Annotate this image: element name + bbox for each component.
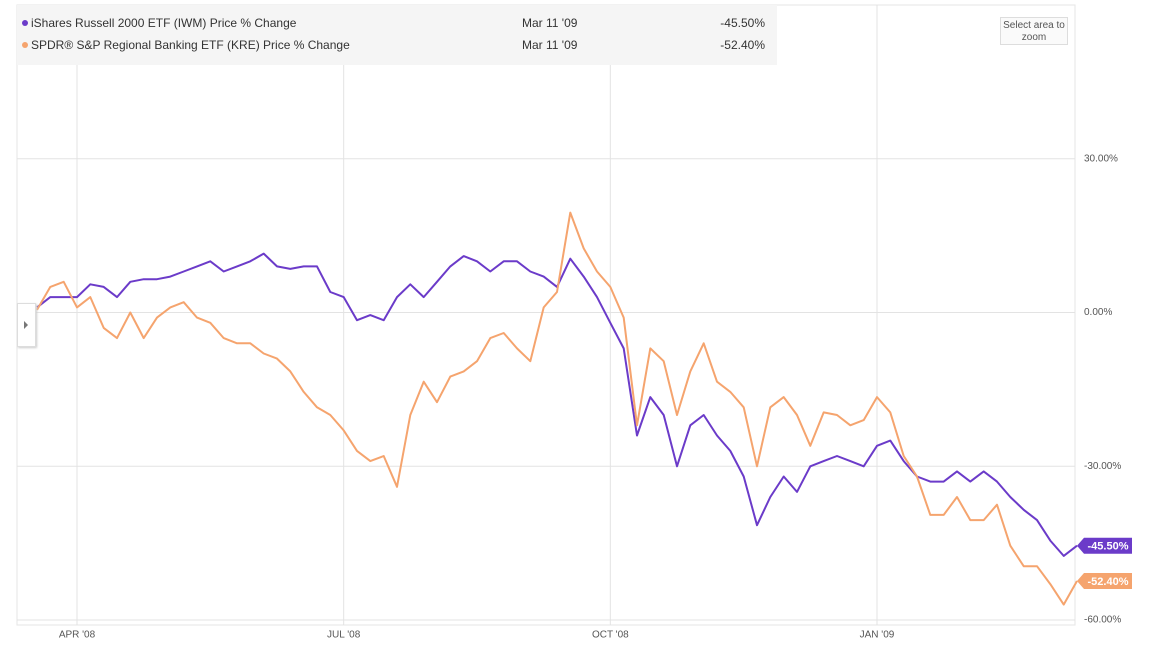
legend-value: -45.50% xyxy=(720,16,765,30)
legend-dot xyxy=(22,42,28,48)
x-tick-label: JAN '09 xyxy=(860,630,895,641)
zoom-button[interactable]: Select area to zoom xyxy=(1000,17,1068,45)
series-line xyxy=(36,252,1078,557)
series-line xyxy=(36,211,1078,606)
y-tick-label: -60.00% xyxy=(1084,615,1121,626)
end-tag xyxy=(1077,537,1132,554)
legend-value: -52.40% xyxy=(720,38,765,52)
legend-row: SPDR® S&P Regional Banking ETF (KRE) Pri… xyxy=(17,35,777,55)
end-tag xyxy=(1077,573,1132,590)
y-tick-label: 30.00% xyxy=(1084,153,1118,164)
legend-row: iShares Russell 2000 ETF (IWM) Price % C… xyxy=(17,13,777,33)
legend-dot xyxy=(22,20,28,26)
x-tick-label: APR '08 xyxy=(59,630,96,641)
y-tick-label: 0.00% xyxy=(1084,307,1112,318)
legend: iShares Russell 2000 ETF (IWM) Price % C… xyxy=(17,5,777,65)
toggle-icon xyxy=(24,321,28,329)
end-label: -52.40% xyxy=(1088,576,1129,588)
y-tick-label: -30.00% xyxy=(1084,461,1121,472)
x-tick-label: OCT '08 xyxy=(592,630,629,641)
end-label: -45.50% xyxy=(1088,541,1129,553)
x-tick-label: JUL '08 xyxy=(327,630,361,641)
sidebar-toggle[interactable] xyxy=(17,303,36,347)
legend-name: SPDR® S&P Regional Banking ETF (KRE) Pri… xyxy=(31,38,350,52)
legend-name: iShares Russell 2000 ETF (IWM) Price % C… xyxy=(31,16,297,30)
legend-date: Mar 11 '09 xyxy=(522,16,578,30)
plot-frame xyxy=(16,4,1076,626)
legend-date: Mar 11 '09 xyxy=(522,38,578,52)
